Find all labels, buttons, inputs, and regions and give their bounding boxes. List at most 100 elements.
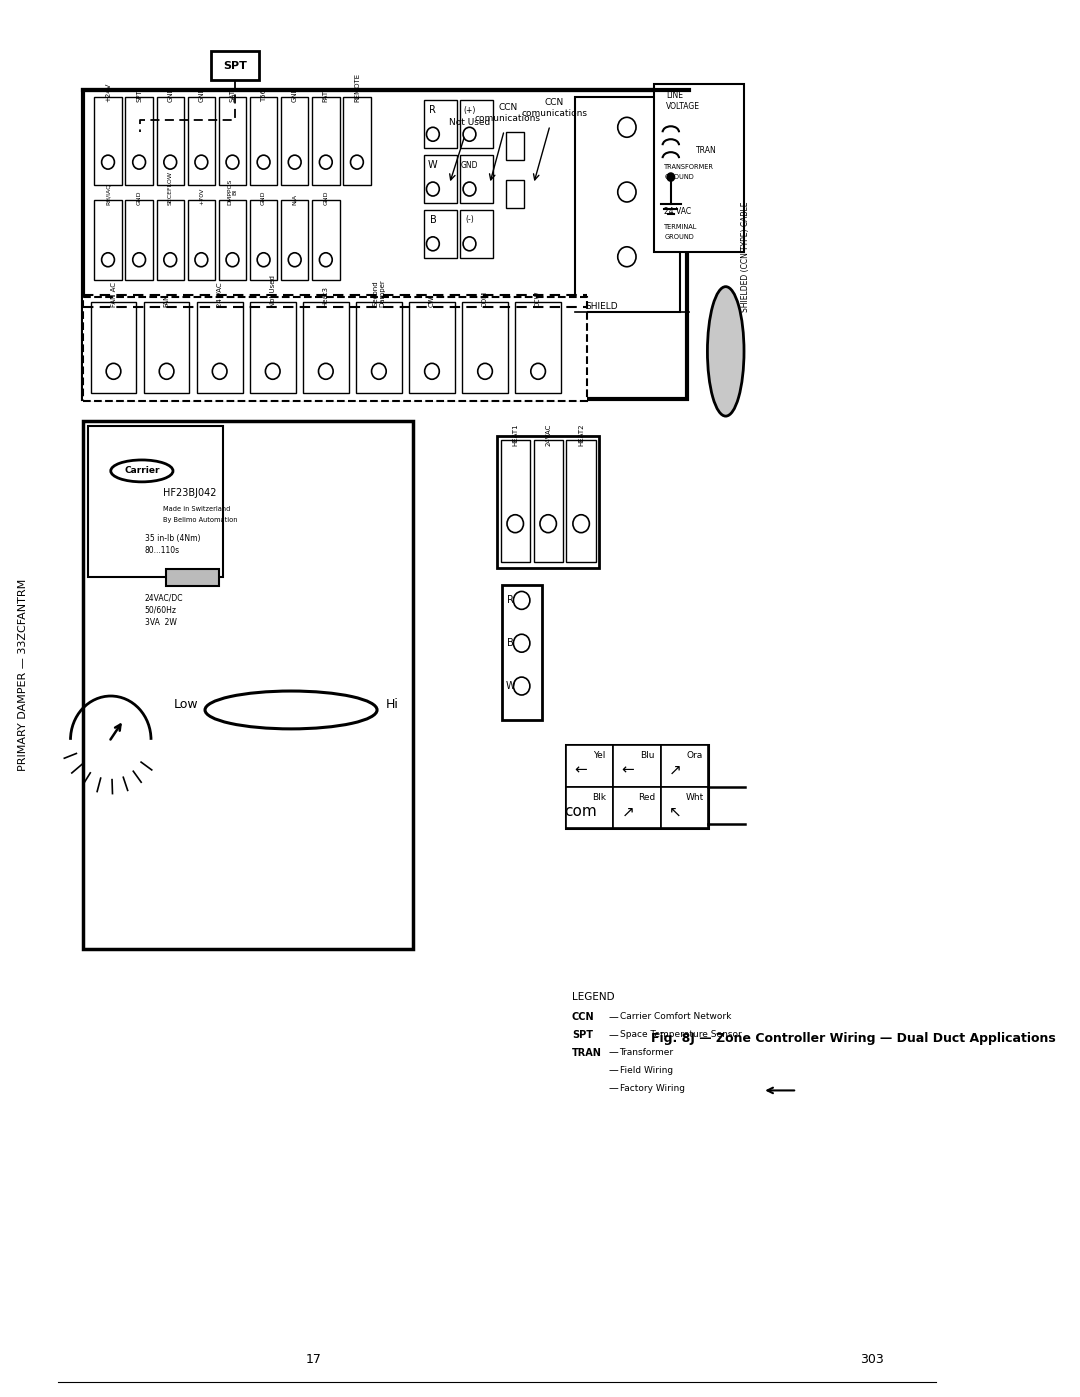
Text: Red: Red bbox=[638, 792, 656, 802]
Bar bbox=[661, 787, 708, 828]
Bar bbox=[501, 440, 530, 562]
Text: —: — bbox=[609, 1048, 619, 1058]
Circle shape bbox=[513, 678, 530, 696]
Text: GND: GND bbox=[292, 87, 298, 102]
Text: SAT: SAT bbox=[229, 89, 235, 102]
Circle shape bbox=[351, 155, 363, 169]
Bar bbox=[409, 302, 455, 393]
Text: 24VAC: 24VAC bbox=[545, 423, 551, 446]
Text: Carrier: Carrier bbox=[124, 467, 160, 475]
Text: HEAT1: HEAT1 bbox=[512, 423, 518, 446]
Text: +24V: +24V bbox=[105, 82, 111, 102]
Text: LEGEND: LEGEND bbox=[572, 992, 615, 1002]
Text: 3VA  2W: 3VA 2W bbox=[145, 617, 176, 627]
Text: DMPPOS
BI: DMPPOS BI bbox=[227, 179, 238, 205]
Bar bbox=[83, 296, 586, 401]
Text: HF23BJ042: HF23BJ042 bbox=[163, 488, 216, 497]
Bar bbox=[91, 302, 136, 393]
Text: —: — bbox=[609, 1011, 619, 1021]
Circle shape bbox=[106, 363, 121, 379]
Bar bbox=[87, 426, 224, 577]
Text: comunications: comunications bbox=[475, 113, 541, 123]
Bar bbox=[312, 98, 339, 184]
Bar bbox=[567, 440, 596, 562]
Bar bbox=[212, 50, 259, 81]
Bar bbox=[83, 91, 687, 400]
Circle shape bbox=[257, 155, 270, 169]
Bar bbox=[566, 787, 613, 828]
Bar bbox=[515, 302, 561, 393]
Bar bbox=[343, 98, 370, 184]
Bar bbox=[157, 98, 184, 184]
Text: 24VAC/DC: 24VAC/DC bbox=[145, 594, 184, 604]
Text: B: B bbox=[430, 215, 436, 225]
Bar bbox=[125, 200, 153, 279]
Circle shape bbox=[288, 253, 301, 267]
Bar bbox=[188, 200, 215, 279]
Text: FAN AC: FAN AC bbox=[110, 282, 117, 306]
Bar bbox=[281, 98, 309, 184]
Bar bbox=[501, 585, 542, 719]
Text: Yel: Yel bbox=[593, 750, 606, 760]
Text: ↗: ↗ bbox=[669, 763, 681, 777]
Circle shape bbox=[618, 247, 636, 267]
Text: Blk: Blk bbox=[593, 792, 607, 802]
Circle shape bbox=[427, 182, 440, 196]
Bar bbox=[356, 302, 402, 393]
Text: 303: 303 bbox=[861, 1352, 885, 1366]
Text: COM: COM bbox=[482, 291, 488, 306]
Text: RH/IAQ: RH/IAQ bbox=[106, 183, 110, 205]
Bar bbox=[188, 98, 215, 184]
Bar bbox=[613, 745, 661, 787]
Text: —: — bbox=[609, 1084, 619, 1094]
Bar bbox=[423, 155, 457, 203]
Text: Space Temperature Sensor: Space Temperature Sensor bbox=[620, 1030, 741, 1039]
Text: CCN: CCN bbox=[545, 98, 564, 108]
Text: GROUND: GROUND bbox=[664, 175, 694, 180]
Text: TRAN: TRAN bbox=[572, 1048, 602, 1058]
Ellipse shape bbox=[111, 460, 173, 482]
Text: SPT: SPT bbox=[224, 60, 247, 70]
Text: Fig. 8J — Zone Controller Wiring — Dual Duct Applications: Fig. 8J — Zone Controller Wiring — Dual … bbox=[651, 1032, 1056, 1045]
Bar bbox=[661, 745, 708, 787]
Text: Second
Damper: Second Damper bbox=[373, 279, 386, 306]
Circle shape bbox=[195, 253, 207, 267]
Text: B: B bbox=[508, 638, 514, 648]
Text: Carrier Comfort Network: Carrier Comfort Network bbox=[620, 1013, 731, 1021]
Bar bbox=[507, 133, 525, 161]
Bar bbox=[534, 440, 563, 562]
Bar bbox=[460, 155, 494, 203]
Text: GND: GND bbox=[199, 87, 204, 102]
Circle shape bbox=[618, 117, 636, 137]
Text: Hi: Hi bbox=[386, 698, 399, 711]
Text: Not Used: Not Used bbox=[449, 117, 490, 127]
Bar bbox=[219, 200, 246, 279]
Circle shape bbox=[372, 363, 387, 379]
Text: 24 VAC: 24 VAC bbox=[664, 207, 691, 217]
Bar bbox=[566, 745, 708, 828]
Bar bbox=[197, 302, 243, 393]
Circle shape bbox=[618, 182, 636, 203]
Text: GND: GND bbox=[137, 190, 141, 205]
Circle shape bbox=[213, 363, 227, 379]
Text: ←: ← bbox=[573, 763, 586, 777]
Text: CCN: CCN bbox=[572, 1011, 595, 1021]
Text: PRIMARY DAMPER — 33ZCFANTRM: PRIMARY DAMPER — 33ZCFANTRM bbox=[18, 578, 28, 771]
Bar bbox=[83, 420, 413, 949]
Bar bbox=[566, 745, 613, 787]
Text: SPT: SPT bbox=[136, 89, 143, 102]
Text: CW: CW bbox=[429, 295, 435, 306]
Circle shape bbox=[319, 363, 333, 379]
Circle shape bbox=[427, 237, 440, 251]
Bar bbox=[144, 302, 189, 393]
Bar bbox=[423, 210, 457, 258]
Bar bbox=[302, 302, 349, 393]
Bar bbox=[312, 200, 339, 279]
Text: 24 VAC: 24 VAC bbox=[217, 282, 222, 306]
Text: Factory Wiring: Factory Wiring bbox=[620, 1084, 685, 1092]
Bar bbox=[94, 200, 122, 279]
Text: 80...110s: 80...110s bbox=[145, 546, 179, 555]
Text: 50/60Hz: 50/60Hz bbox=[145, 606, 177, 615]
Text: (+): (+) bbox=[463, 106, 475, 115]
Circle shape bbox=[257, 253, 270, 267]
